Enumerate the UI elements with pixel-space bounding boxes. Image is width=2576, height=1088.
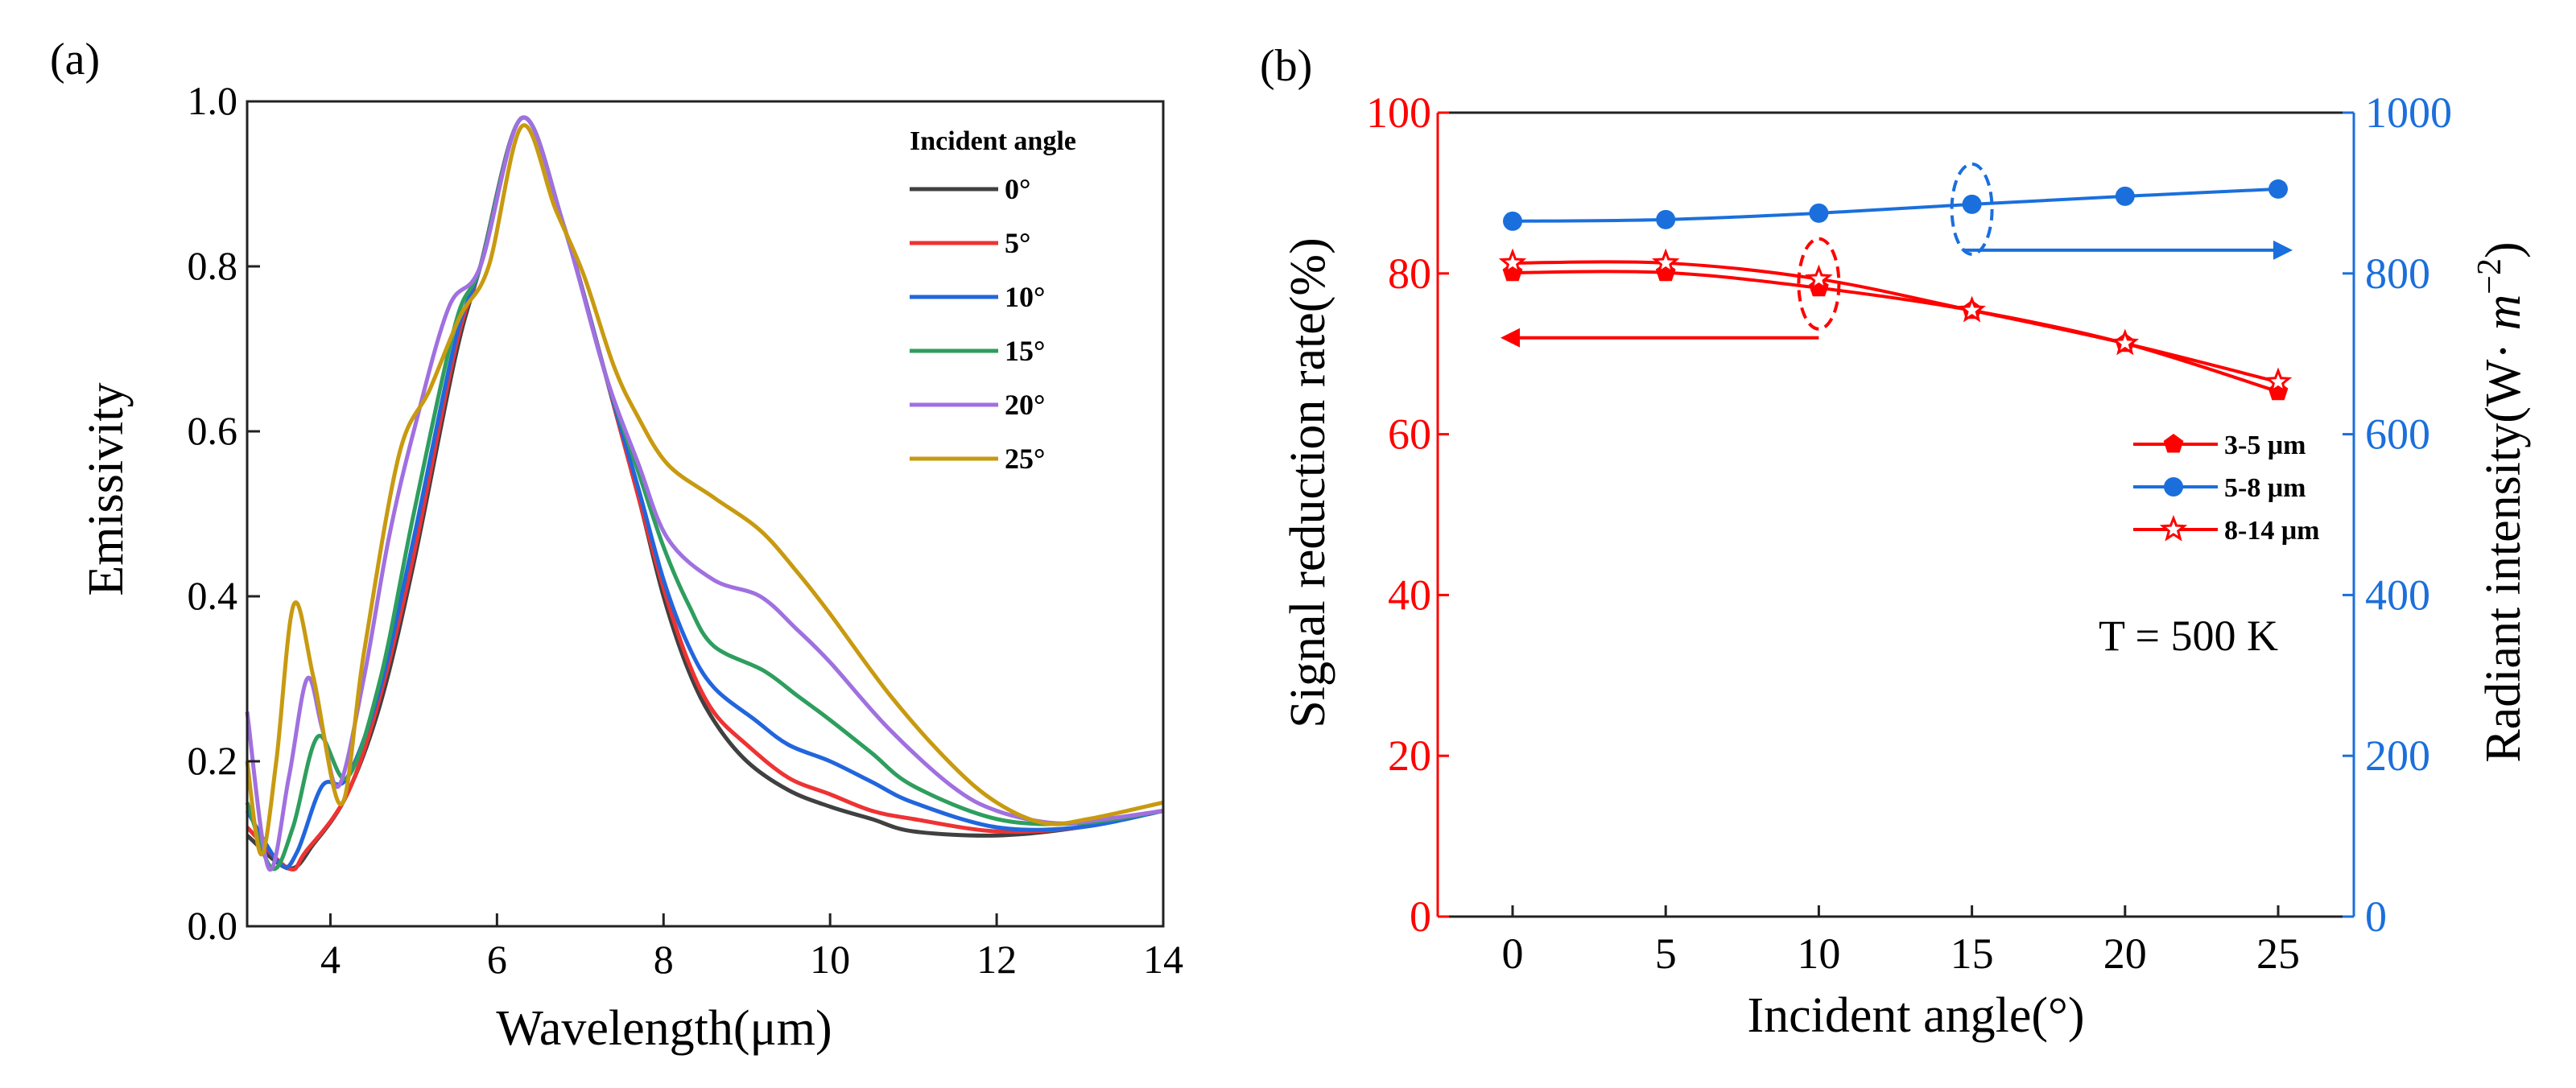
- right-y-tick-label: 200: [2365, 732, 2430, 780]
- legend-marker: [2163, 434, 2184, 453]
- data-point: [1498, 248, 1527, 275]
- x-axis-label: Incident angle(°): [1748, 988, 2085, 1043]
- panel-label: (a): [50, 35, 100, 84]
- x-tick-label: 4: [320, 937, 341, 982]
- right-y-axis-label-exponent: −2: [2471, 258, 2508, 295]
- x-tick-label: 6: [487, 937, 507, 982]
- x-tick-label: 8: [654, 937, 674, 982]
- panel-label: (b): [1260, 41, 1312, 91]
- left-y-tick-label: 60: [1388, 410, 1431, 459]
- right-y-axis-label-unit: m: [2476, 295, 2531, 331]
- data-point: [2111, 328, 2140, 356]
- curve-25deg: [245, 123, 1164, 857]
- left-y-tick-label: 80: [1388, 249, 1431, 298]
- right-y-axis-label: Radiant intensity(W· m−2): [2471, 241, 2531, 762]
- legend-marker: [2164, 477, 2183, 497]
- legend-label: 5°: [1005, 227, 1030, 259]
- plot-frame: [246, 100, 1165, 928]
- right-y-tick-label: 600: [2365, 410, 2430, 459]
- legend-marker: [2159, 514, 2188, 542]
- legend-label: 8-14 μm: [2224, 516, 2319, 546]
- left-y-tick-label: 100: [1366, 89, 1431, 137]
- left-y-tick-label: 20: [1388, 732, 1431, 780]
- data-point: [2268, 179, 2288, 199]
- data-point: [1809, 203, 1829, 223]
- y-axis-label: Emissivity: [79, 382, 134, 596]
- right-y-axis-label-suffix: ): [2476, 241, 2531, 258]
- legend-label: 0°: [1005, 173, 1030, 205]
- data-point: [1962, 194, 1982, 214]
- right-y-tick-label: 0: [2365, 892, 2387, 941]
- legend: Incident angle 0° 5° 10° 15° 20° 25°: [910, 126, 1076, 475]
- panel-a-emissivity-chart: (a) 0.0 0.2 0.4 0.6 0.8 1.0 4 6 8 10 12 14 Wavelength…: [50, 35, 1183, 1056]
- legend-label: 20°: [1005, 389, 1045, 421]
- legend-label: 3-5 μm: [2224, 431, 2306, 460]
- x-tick-label: 25: [2256, 929, 2300, 978]
- legend-label: 15°: [1005, 335, 1045, 367]
- left-y-tick-label: 0: [1410, 892, 1431, 941]
- right-y-tick-label: 1000: [2365, 89, 2452, 137]
- y-tick-label: 0.8: [188, 243, 238, 288]
- x-tick-label: 12: [976, 937, 1017, 982]
- legend-label: 25°: [1005, 443, 1045, 475]
- series-8-14m: [1498, 248, 2293, 394]
- data-point: [1656, 209, 1676, 229]
- y-tick-label: 0.2: [188, 738, 238, 783]
- series-line: [1512, 270, 2279, 394]
- series-5-8m: [1503, 179, 2288, 231]
- right-y-tick-label: 400: [2365, 571, 2430, 619]
- series-3-5m: [1502, 262, 2289, 401]
- y-tick-label: 0.6: [188, 408, 238, 453]
- y-tick-label: 1.0: [188, 78, 238, 123]
- x-tick-label: 10: [810, 937, 850, 982]
- right-y-axis-label-prefix: Radiant intensity(W·: [2476, 330, 2531, 762]
- x-tick-label: 14: [1143, 937, 1183, 982]
- x-tick-label: 0: [1502, 929, 1524, 978]
- legend-title: Incident angle: [910, 126, 1076, 156]
- highlight-ellipse-left: [1797, 237, 1841, 331]
- right-y-tick-label: 800: [2365, 249, 2430, 298]
- x-tick-label: 5: [1655, 929, 1677, 978]
- legend-label: 10°: [1005, 281, 1045, 313]
- x-tick-label: 15: [1951, 929, 1994, 978]
- temperature-annotation: T = 500 K: [2099, 612, 2278, 660]
- data-point: [1958, 295, 1986, 323]
- data-point: [1503, 211, 1522, 231]
- data-point: [1805, 264, 1833, 291]
- data-point: [1651, 248, 1680, 275]
- x-tick-label: 10: [1797, 929, 1840, 978]
- y-tick-label: 0.4: [188, 573, 238, 618]
- data-point: [2115, 186, 2135, 206]
- left-y-axis-label: Signal reduction rate(%): [1281, 237, 1335, 727]
- legend-label: 5-8 μm: [2224, 473, 2306, 503]
- y-tick-label: 0.0: [188, 903, 238, 948]
- series-line: [1512, 187, 2279, 223]
- highlight-ellipse-right: [1950, 162, 1994, 256]
- data-point: [2264, 367, 2293, 394]
- x-tick-label: 20: [2103, 929, 2147, 978]
- left-y-tick-label: 40: [1388, 571, 1431, 619]
- series-line: [1512, 260, 2279, 384]
- x-axis-label: Wavelength(μm): [496, 1001, 832, 1056]
